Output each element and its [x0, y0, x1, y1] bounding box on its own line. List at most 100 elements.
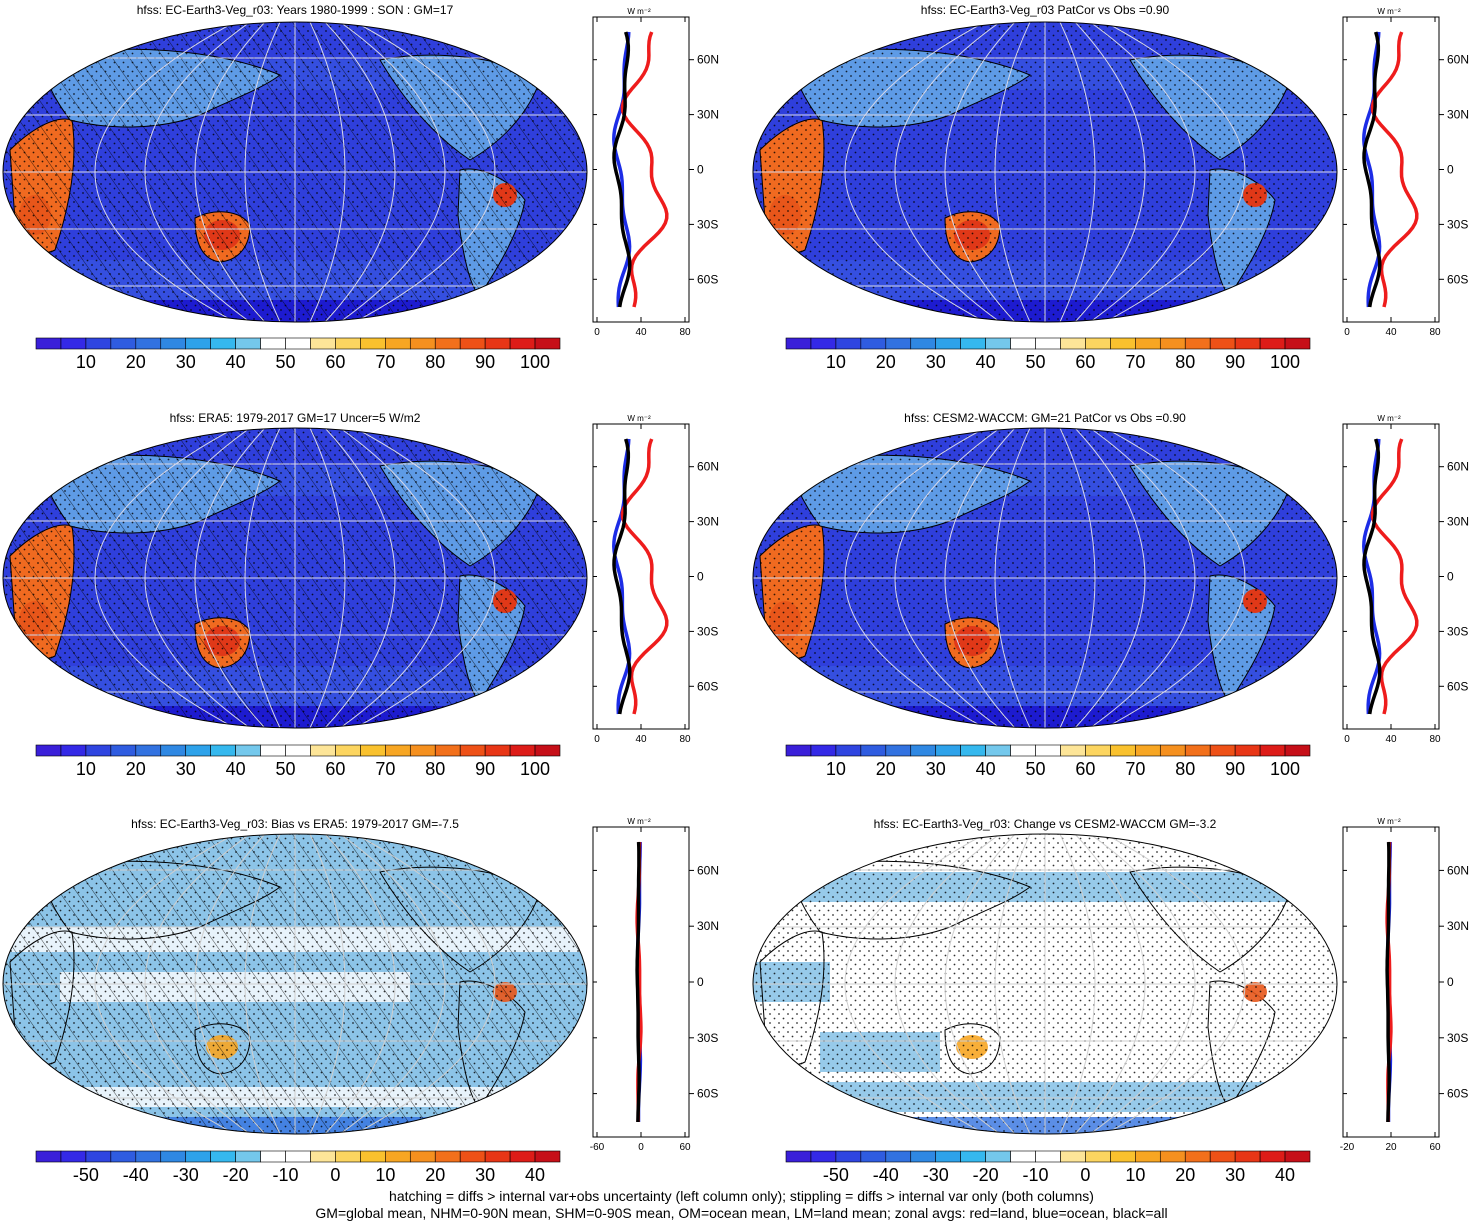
- colorbar-swatch: [1110, 1150, 1136, 1163]
- profile-lat-label: 30S: [1447, 1031, 1468, 1045]
- map-1: [0, 20, 590, 325]
- panel-title-6: hfss: EC-Earth3-Veg_r03: Change vs CESM2…: [873, 817, 1217, 831]
- colorbar-swatch: [310, 337, 336, 350]
- colorbar-tick-label: -10: [273, 1165, 299, 1185]
- profile-curve: [1370, 438, 1419, 715]
- profile-unit-label: W m⁻²: [1377, 7, 1401, 16]
- colorbar-swatch: [160, 744, 187, 757]
- colorbar-swatch: [385, 744, 411, 757]
- colorbar-swatch: [1209, 337, 1236, 350]
- colorbar-swatch: [534, 337, 561, 350]
- colorbar-swatch: [885, 744, 912, 757]
- colorbar-swatch: [1209, 1150, 1236, 1163]
- colorbar-swatch: [835, 1150, 862, 1163]
- colorbar-swatch: [434, 744, 461, 757]
- profile-xtick-label: 0: [1344, 734, 1350, 745]
- profile-xtick-label: -60: [590, 1142, 605, 1153]
- colorbar-tick-label: 70: [1125, 759, 1145, 779]
- colorbar-swatch: [85, 1150, 112, 1163]
- colorbar-swatch: [785, 744, 812, 757]
- profile-lat-label: 0: [1447, 975, 1454, 989]
- colorbar-swatch: [1234, 1150, 1261, 1163]
- colorbar-tick-label: -50: [73, 1165, 99, 1185]
- profile-xtick-label: 0: [594, 327, 600, 338]
- colorbar-swatch: [534, 1150, 561, 1163]
- colorbar-tick-label: 60: [325, 759, 345, 779]
- colorbar-swatch: [210, 744, 236, 757]
- profile-curve: [612, 438, 632, 715]
- profile-lat-label: 60N: [697, 863, 719, 877]
- colorbar-tick-label: -50: [823, 1165, 849, 1185]
- colorbar-swatch: [110, 337, 137, 350]
- colorbar-tick-label: 40: [976, 352, 996, 372]
- colorbar-swatch: [185, 744, 211, 757]
- profile-lat-label: 60N: [1447, 460, 1469, 474]
- colorbar-swatch: [1284, 1150, 1311, 1163]
- colorbar-tick-label: 60: [1075, 759, 1095, 779]
- profile-lat-label: 60S: [697, 679, 718, 693]
- colorbar-swatch: [385, 337, 411, 350]
- colorbar-tick-label: 30: [176, 352, 196, 372]
- profile-lat-label: 60S: [1447, 679, 1468, 693]
- profile-lat-label: 30N: [697, 919, 719, 933]
- profile-lat-label: 0: [1447, 570, 1454, 584]
- colorbar-swatch: [1085, 337, 1111, 350]
- colorbar-3: 102030405060708090100110: [30, 744, 570, 784]
- profile-lat-label: 60N: [697, 460, 719, 474]
- colorbar-swatch: [810, 1150, 837, 1163]
- profile-curve: [635, 841, 641, 1123]
- colorbar-tick-label: 30: [926, 352, 946, 372]
- profile-unit-label: W m⁻²: [1377, 414, 1401, 423]
- colorbar-swatch: [310, 1150, 336, 1163]
- profile-lat-label: 0: [697, 570, 704, 584]
- colorbar-swatch: [835, 744, 862, 757]
- profile-lat-label: 30N: [1447, 919, 1469, 933]
- colorbar-tick-label: -20: [973, 1165, 999, 1185]
- profile-xtick-label: 0: [594, 734, 600, 745]
- colorbar-swatch: [360, 337, 386, 350]
- colorbar-swatch: [235, 744, 261, 757]
- colorbar-swatch: [185, 337, 211, 350]
- colorbar-tick-label: 10: [76, 759, 96, 779]
- colorbar-swatch: [860, 337, 887, 350]
- colorbar-swatch: [335, 1150, 361, 1163]
- colorbar-swatch: [1184, 337, 1211, 350]
- zonal-profile-2: W m⁻² 60N 30N 0 30S 60S 0 40 80: [1335, 5, 1475, 350]
- colorbar-tick-label: 20: [1175, 1165, 1195, 1185]
- colorbar-swatch: [1010, 1150, 1036, 1163]
- profile-curve: [1385, 841, 1391, 1123]
- colorbar-tick-label: 20: [126, 759, 146, 779]
- colorbar-swatch: [935, 744, 961, 757]
- colorbar-2: 102030405060708090100110: [780, 337, 1320, 377]
- map-6: [750, 832, 1340, 1137]
- colorbar-tick-label: 40: [976, 759, 996, 779]
- profile-lat-label: 60N: [1447, 863, 1469, 877]
- colorbar-tick-label: 20: [876, 352, 896, 372]
- colorbar-tick-label: 60: [1075, 352, 1095, 372]
- colorbar-swatch: [960, 1150, 986, 1163]
- colorbar-swatch: [1234, 337, 1261, 350]
- colorbar-tick-label: 70: [375, 352, 395, 372]
- colorbar-tick-label: 30: [475, 1165, 495, 1185]
- colorbar-swatch: [960, 337, 986, 350]
- colorbar-swatch: [985, 744, 1011, 757]
- colorbar-tick-label: -30: [173, 1165, 199, 1185]
- panel-title-2: hfss: EC-Earth3-Veg_r03 PatCor vs Obs =0…: [920, 3, 1170, 17]
- colorbar-tick-label: 80: [425, 352, 445, 372]
- colorbar-tick-label: 80: [1175, 352, 1195, 372]
- colorbar-swatch: [1234, 744, 1261, 757]
- profile-curve: [1362, 31, 1382, 308]
- colorbar-swatch: [1010, 744, 1036, 757]
- colorbar-swatch: [135, 1150, 162, 1163]
- colorbar-tick-label: 50: [1026, 759, 1046, 779]
- profile-xtick-label: 40: [1385, 734, 1397, 745]
- zonal-profile-4: W m⁻² 60N 30N 0 30S 60S 0 40 80: [1335, 412, 1475, 757]
- colorbar-swatch: [484, 744, 511, 757]
- colorbar-swatch: [509, 744, 536, 757]
- colorbar-tick-label: 60: [325, 352, 345, 372]
- colorbar-tick-label: 20: [126, 352, 146, 372]
- colorbar-swatch: [860, 744, 887, 757]
- profile-lat-label: 60S: [1447, 272, 1468, 286]
- colorbar-swatch: [1159, 744, 1186, 757]
